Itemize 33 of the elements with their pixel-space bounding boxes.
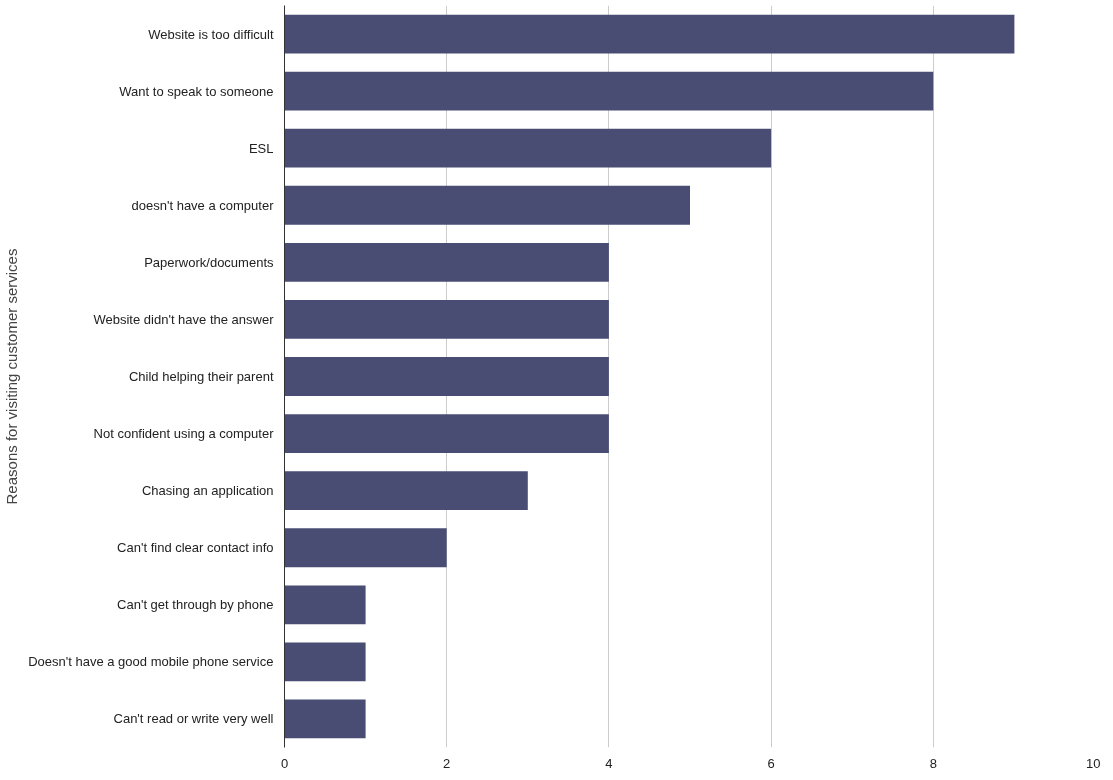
bar [284,585,366,625]
y-tick-label: Can't get through by phone [117,597,274,613]
bar [284,357,609,396]
y-tick-label: Can't find clear contact info [117,540,274,556]
y-tick-label: Child helping their parent [128,369,274,384]
bar [284,642,366,682]
bar [284,300,609,339]
y-tick-label: Website is too difficult [148,26,274,42]
bar [284,242,609,282]
bar [284,185,690,225]
y-tick-label: Doesn't have a good mobile phone service [28,654,274,670]
bar [284,14,1015,54]
y-axis-title: Reasons for visiting customer services [3,248,21,505]
y-tick-label: Not confident using a computer [93,426,275,442]
y-tick-label: Want to speak to someone [119,83,274,99]
y-tick-label: ESL [248,140,274,156]
y-tick-label: Website didn't have the answer [93,311,275,327]
bar [284,414,609,453]
x-tick-label: 4 [605,755,613,771]
x-tick-label: 8 [929,755,937,771]
bar [284,471,528,511]
x-tick-label: 2 [443,755,451,771]
bar [284,699,366,739]
y-tick-label: Chasing an application [141,483,274,499]
y-tick-label: Can't read or write very well [113,711,274,727]
x-tick-label: 6 [767,755,775,771]
x-tick-label: 0 [280,755,289,771]
bar [284,71,934,111]
bar [284,528,447,568]
x-tick-label: 10 [1086,755,1101,771]
bar [284,128,772,168]
y-tick-label: doesn't have a computer [131,197,275,213]
y-tick-label: Paperwork/documents [144,254,274,270]
